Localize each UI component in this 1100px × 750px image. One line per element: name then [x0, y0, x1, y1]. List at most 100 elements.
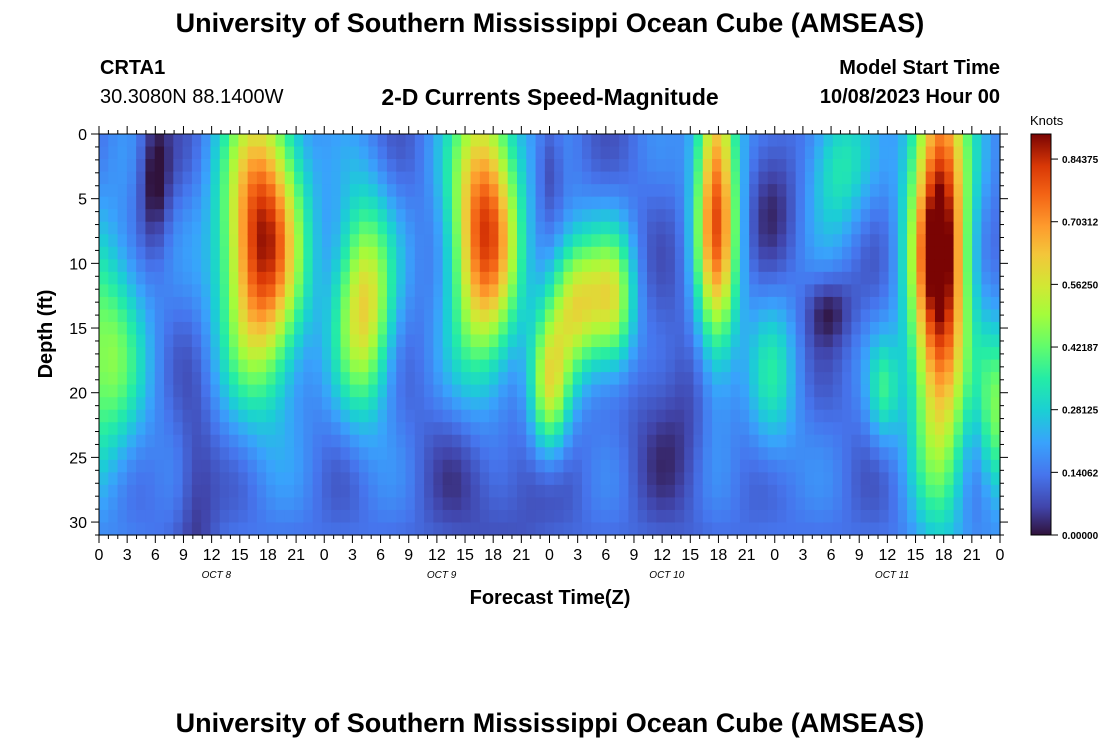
- heatmap-cell: [544, 422, 555, 436]
- heatmap-cell: [368, 321, 379, 336]
- heatmap-cell: [229, 296, 239, 311]
- heatmap-cell: [535, 146, 546, 160]
- heatmap-cell: [712, 134, 722, 148]
- heatmap-cell: [108, 159, 119, 173]
- heatmap-cell: [442, 221, 453, 235]
- heatmap-cell: [916, 309, 927, 323]
- heatmap-cell: [526, 347, 537, 361]
- heatmap-cell: [498, 196, 509, 210]
- x-tick-label: 12: [428, 547, 446, 564]
- heatmap-cell: [164, 234, 174, 248]
- heatmap-cell: [972, 334, 983, 348]
- heatmap-cell: [907, 259, 917, 273]
- heatmap-cell: [312, 347, 323, 361]
- heatmap-cell: [944, 184, 955, 198]
- heatmap-cell: [990, 422, 1001, 436]
- x-tick-label: 21: [287, 547, 305, 564]
- heatmap-cell: [907, 296, 917, 311]
- heatmap-cell: [702, 234, 713, 248]
- heatmap-cell: [693, 209, 704, 223]
- heatmap-cell: [136, 234, 147, 248]
- heatmap-cell: [126, 397, 137, 411]
- heatmap-cell: [414, 171, 425, 185]
- heatmap-cell: [600, 146, 611, 160]
- heatmap-cell: [879, 196, 890, 210]
- heatmap-cell: [164, 196, 174, 210]
- x-tick-label: 21: [963, 547, 981, 564]
- heatmap-cell: [702, 472, 713, 486]
- heatmap-cell: [739, 259, 750, 273]
- heatmap-cell: [331, 334, 342, 348]
- heatmap-cell: [377, 271, 388, 285]
- heatmap-cell: [247, 509, 258, 524]
- heatmap-cell: [879, 209, 890, 223]
- heatmap-cell: [405, 484, 416, 499]
- heatmap-cell: [767, 159, 778, 173]
- heatmap-cell: [665, 146, 676, 160]
- heatmap-cell: [619, 284, 630, 298]
- heatmap-cell: [814, 271, 825, 285]
- heatmap-cell: [637, 134, 648, 148]
- heatmap-cell: [907, 384, 917, 398]
- heatmap-cell: [656, 447, 667, 461]
- x-tick-label: 21: [512, 547, 530, 564]
- heatmap-cell: [284, 146, 295, 160]
- heatmap-cell: [498, 321, 509, 336]
- heatmap-cell: [229, 509, 239, 524]
- heatmap-cell: [442, 397, 453, 411]
- heatmap-cell: [451, 159, 462, 173]
- heatmap-cell: [730, 246, 741, 260]
- heatmap-cell: [888, 284, 899, 298]
- heatmap-cell: [535, 221, 546, 235]
- heatmap-cell: [321, 509, 332, 524]
- heatmap-cell: [294, 159, 304, 173]
- heatmap-cell: [721, 296, 732, 311]
- heatmap-cell: [563, 459, 574, 473]
- heatmap-cell: [656, 296, 667, 311]
- heatmap-cell: [609, 509, 620, 524]
- heatmap-cell: [238, 271, 249, 285]
- heatmap-cell: [535, 434, 546, 448]
- heatmap-cell: [990, 246, 1001, 260]
- heatmap-cell: [572, 472, 583, 486]
- heatmap-cell: [498, 372, 509, 386]
- heatmap-cell: [897, 296, 908, 311]
- heatmap-cell: [554, 497, 565, 511]
- heatmap-cell: [953, 347, 964, 361]
- heatmap-cell: [563, 221, 574, 235]
- heatmap-cell: [396, 509, 407, 524]
- heatmap-cell: [674, 259, 685, 273]
- heatmap-cell: [442, 196, 453, 210]
- heatmap-cell: [888, 522, 899, 536]
- heatmap-cell: [702, 397, 713, 411]
- heatmap-cell: [758, 397, 769, 411]
- heatmap-cell: [777, 409, 787, 423]
- heatmap-cell: [572, 134, 583, 148]
- heatmap-cell: [405, 221, 416, 235]
- heatmap-cell: [804, 447, 815, 461]
- heatmap-cell: [405, 209, 416, 223]
- heatmap-cell: [916, 296, 927, 311]
- heatmap-cell: [294, 246, 304, 260]
- heatmap-cell: [275, 459, 286, 473]
- heatmap-cell: [739, 209, 750, 223]
- heatmap-cell: [479, 484, 490, 499]
- heatmap-cell: [647, 434, 657, 448]
- heatmap-cell: [340, 384, 351, 398]
- heatmap-cell: [535, 484, 546, 499]
- heatmap-cell: [684, 459, 695, 473]
- heatmap-cell: [916, 134, 927, 148]
- heatmap-cell: [795, 159, 806, 173]
- heatmap-cell: [451, 171, 462, 185]
- heatmap-cell: [897, 347, 908, 361]
- heatmap-cell: [405, 196, 416, 210]
- heatmap-cell: [321, 334, 332, 348]
- heatmap-cell: [758, 484, 769, 499]
- heatmap-cell: [229, 309, 239, 323]
- heatmap-cell: [953, 309, 964, 323]
- heatmap-cell: [386, 384, 397, 398]
- heatmap-cell: [479, 334, 490, 348]
- heatmap-cell: [777, 522, 787, 536]
- heatmap-cell: [554, 359, 565, 373]
- heatmap-cell: [256, 184, 267, 198]
